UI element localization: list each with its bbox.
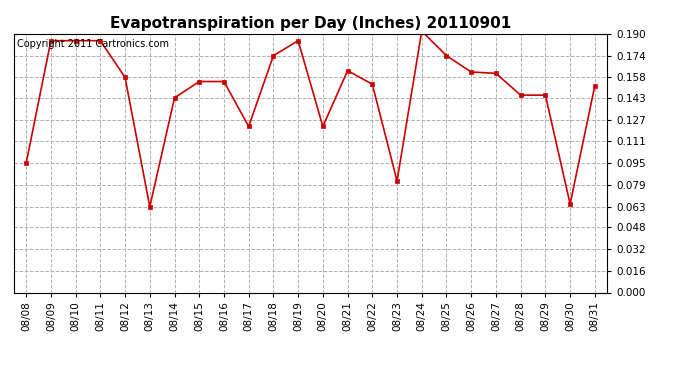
Text: Copyright 2011 Cartronics.com: Copyright 2011 Cartronics.com — [17, 39, 169, 49]
Title: Evapotranspiration per Day (Inches) 20110901: Evapotranspiration per Day (Inches) 2011… — [110, 16, 511, 31]
